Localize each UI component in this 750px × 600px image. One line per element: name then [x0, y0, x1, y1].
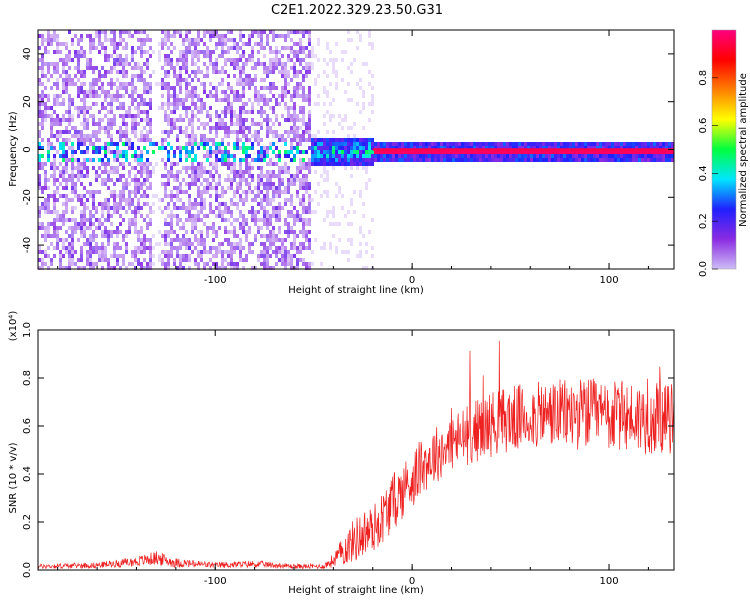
snr-y-tick: 0.0	[22, 562, 33, 578]
snr-y-tick: 0.2	[22, 514, 33, 530]
spectrogram-ylabel: Frequency (Hz)	[8, 111, 19, 187]
snr-xlabel: Height of straight line (km)	[288, 585, 424, 596]
snr-frame	[37, 329, 675, 571]
spectrogram-y-tick: -40	[22, 237, 33, 253]
snr-y-tick: 0.4	[22, 466, 33, 482]
snr-ylabel: SNR (10 * v/v)	[8, 442, 19, 513]
colorbar-ticks: 0.0 0.2 0.4 0.6 0.8	[698, 70, 718, 277]
spectrogram-y-tick: -20	[22, 189, 33, 205]
spectrogram-x-tick: -100	[204, 275, 227, 286]
colorbar-label: Normalized spectral amplitude	[738, 73, 749, 227]
spectrogram-y-axis: -40 -20 0 20 40	[22, 48, 674, 253]
snr-panel: -100 0 100 0.0 0.2 0.4 0.6 0.8 1.0 Height of st…	[8, 311, 675, 596]
spectrogram-x-tick: 0	[409, 275, 415, 286]
spectrogram-y-tick: 0	[22, 146, 33, 152]
spectrogram-cells	[38, 30, 674, 270]
colorbar-tick: 0.4	[698, 165, 709, 181]
snr-x-axis: -100 0 100	[57, 330, 649, 587]
colorbar-tick: 0.8	[698, 70, 709, 86]
snr-x-tick: -100	[204, 576, 227, 587]
snr-series-line	[37, 340, 675, 570]
spectrogram-xlabel: Height of straight line (km)	[288, 285, 424, 296]
colorbar-gradient	[712, 30, 736, 269]
snr-x-tick: 0	[409, 576, 415, 587]
snr-x-tick: 100	[599, 576, 618, 587]
colorbar: 0.0 0.2 0.4 0.6 0.8 Normalized spectral ampl…	[698, 29, 749, 277]
colorbar-tick: 0.0	[698, 261, 709, 277]
figure-title: C2E1.2022.329.23.50.G31	[271, 3, 443, 18]
spectrogram-y-tick: 20	[22, 95, 33, 108]
spectrogram-x-tick: 100	[599, 275, 618, 286]
spectrogram-panel: -100 0 100 -40 -20 0 20 40 Height of straight …	[8, 29, 675, 296]
colorbar-tick: 0.6	[698, 118, 709, 134]
spectrogram-y-tick: 40	[22, 48, 33, 61]
snr-y-tick: 1.0	[22, 322, 33, 338]
snr-y-tick: 0.6	[22, 418, 33, 434]
snr-y-axis: 0.0 0.2 0.4 0.6 0.8 1.0	[22, 322, 674, 578]
spectrogram-x-axis: -100 0 100	[57, 30, 649, 286]
snr-scale-label: (x10⁴)	[8, 311, 19, 342]
colorbar-tick: 0.2	[698, 213, 709, 229]
snr-y-tick: 0.8	[22, 370, 33, 386]
